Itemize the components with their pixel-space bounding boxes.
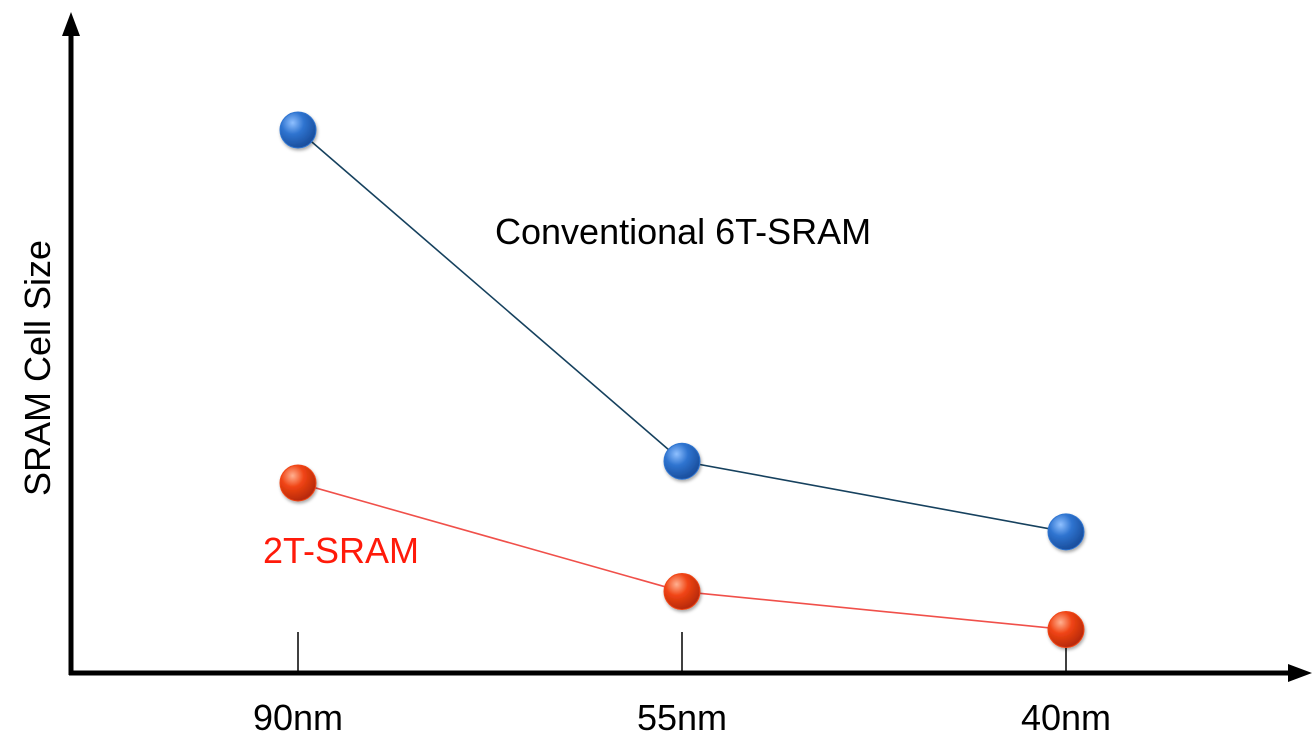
data-point	[663, 442, 701, 480]
x-tick-label: 90nm	[253, 697, 343, 735]
data-point	[279, 111, 317, 149]
series-points	[279, 111, 1085, 649]
data-point	[1047, 611, 1085, 649]
data-point	[663, 573, 701, 611]
x-tick-label: 40nm	[1021, 697, 1111, 735]
series-label: Conventional 6T-SRAM	[495, 211, 871, 252]
series-labels: Conventional 6T-SRAM 2T-SRAM	[263, 211, 871, 571]
x-axis-arrowhead	[1288, 664, 1312, 682]
x-tick-label: 55nm	[637, 697, 727, 735]
y-axis-arrowhead	[62, 12, 80, 36]
data-point	[279, 464, 317, 502]
series-label: 2T-SRAM	[263, 530, 419, 571]
x-ticks: 90nm 55nm 40nm	[253, 632, 1111, 735]
y-axis-title: SRAM Cell Size	[17, 240, 58, 496]
data-point	[1047, 513, 1085, 551]
